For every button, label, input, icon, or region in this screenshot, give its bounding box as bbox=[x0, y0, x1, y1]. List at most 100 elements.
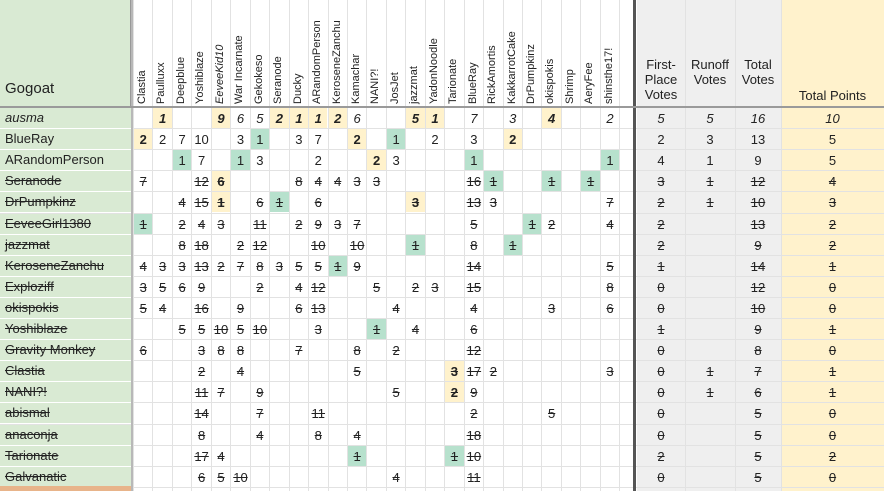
rank-cell[interactable]: 5 bbox=[295, 258, 303, 274]
runoff-votes-cell[interactable] bbox=[685, 277, 735, 297]
voter-header-clastia[interactable]: Clastia bbox=[136, 70, 148, 104]
rank-cell[interactable]: 3 bbox=[236, 132, 245, 148]
rank-cell[interactable]: 7 bbox=[139, 174, 147, 190]
rank-cell[interactable]: 7 bbox=[353, 216, 361, 232]
rank-cell[interactable]: 5 bbox=[353, 364, 361, 380]
rank-cell[interactable]: 1 bbox=[600, 150, 620, 171]
rank-cell[interactable]: 3 bbox=[314, 322, 322, 337]
rank-cell[interactable]: 2 bbox=[256, 279, 264, 295]
rank-cell[interactable]: 9 bbox=[353, 258, 361, 274]
rank-cell[interactable]: 5 bbox=[159, 279, 167, 295]
rank-cell[interactable]: 18 bbox=[194, 237, 209, 253]
rank-cell[interactable]: 6 bbox=[314, 195, 322, 211]
rank-cell[interactable]: 1 bbox=[425, 108, 445, 129]
runoff-votes-cell[interactable] bbox=[685, 319, 735, 339]
rank-cell[interactable]: 7 bbox=[256, 406, 264, 422]
runoff-votes-cell[interactable]: 1 bbox=[706, 153, 714, 169]
rank-cell[interactable]: 4 bbox=[256, 427, 264, 443]
rank-cell[interactable]: 3 bbox=[178, 258, 186, 274]
rank-cell[interactable]: 1 bbox=[542, 171, 561, 192]
rank-cell[interactable]: 2 bbox=[236, 237, 245, 253]
rank-cell[interactable]: 8 bbox=[178, 237, 186, 253]
rank-cell[interactable]: 5 bbox=[548, 406, 556, 422]
rank-cell[interactable]: 12 bbox=[194, 174, 209, 190]
total-points-cell[interactable]: 0 bbox=[828, 300, 837, 316]
voter-header-kakkarrotcake[interactable]: KakkarrotCake bbox=[505, 31, 518, 104]
voter-header-ducky[interactable]: Ducky bbox=[291, 73, 304, 104]
rank-cell[interactable]: 5 bbox=[392, 385, 400, 401]
voter-header-shrimp[interactable]: Shrimp bbox=[563, 69, 576, 104]
rank-cell[interactable]: 13 bbox=[466, 195, 482, 211]
total-votes-cell[interactable]: 5 bbox=[754, 427, 762, 443]
rank-cell[interactable]: 7 bbox=[217, 385, 225, 401]
rank-cell[interactable]: 4 bbox=[159, 300, 167, 316]
first-place-votes-cell[interactable]: 2 bbox=[657, 132, 665, 148]
candidate-name-gravity-monkey[interactable]: Gravity Monkey bbox=[0, 340, 131, 362]
total-votes-cell[interactable]: 9 bbox=[754, 322, 762, 337]
first-place-votes-cell[interactable]: 0 bbox=[657, 343, 665, 359]
voter-header-yadonnoodle[interactable]: YadonNoodle bbox=[427, 38, 440, 104]
rank-cell[interactable]: 13 bbox=[311, 300, 326, 316]
total-points-cell[interactable]: 0 bbox=[828, 469, 837, 485]
summary-header-total-votes[interactable]: Total Votes bbox=[741, 57, 775, 87]
voter-header-jazzmat[interactable]: jazzmat bbox=[408, 66, 421, 104]
rank-cell[interactable]: 17 bbox=[194, 448, 209, 464]
rank-cell[interactable]: 1 bbox=[523, 213, 542, 234]
rank-cell[interactable]: 1 bbox=[386, 129, 406, 150]
total-points-cell[interactable]: 5 bbox=[828, 153, 837, 169]
first-place-votes-cell[interactable]: 0 bbox=[657, 469, 665, 485]
rank-cell[interactable]: 7 bbox=[236, 258, 245, 274]
rank-cell[interactable]: 1 bbox=[464, 150, 484, 171]
voter-header-drpumpkinz[interactable]: DrPumpkinz bbox=[525, 44, 537, 104]
runoff-votes-cell[interactable]: 1 bbox=[706, 195, 714, 211]
rank-cell[interactable]: 15 bbox=[194, 195, 209, 211]
rank-cell[interactable]: 9 bbox=[256, 385, 264, 401]
first-place-votes-cell[interactable]: 0 bbox=[657, 300, 665, 316]
rank-cell[interactable]: 5 bbox=[236, 322, 245, 337]
runoff-votes-cell[interactable]: 3 bbox=[706, 132, 714, 148]
candidate-name-anaconja[interactable]: anaconja bbox=[0, 424, 131, 446]
rank-cell[interactable]: 9 bbox=[197, 279, 206, 295]
rank-cell[interactable]: 2 bbox=[197, 364, 206, 380]
rank-cell[interactable]: 8 bbox=[470, 237, 478, 253]
rank-cell[interactable]: 9 bbox=[470, 385, 478, 401]
candidate-name-yoshiblaze[interactable]: Yoshiblaze bbox=[0, 319, 131, 341]
rank-cell[interactable]: 10 bbox=[194, 132, 209, 148]
rank-cell[interactable]: 3 bbox=[256, 153, 264, 169]
total-points-cell[interactable]: 2 bbox=[828, 237, 837, 253]
rank-cell[interactable]: 12 bbox=[252, 237, 268, 253]
total-points-cell[interactable]: 5 bbox=[828, 132, 837, 148]
rank-cell[interactable]: 2 bbox=[217, 258, 225, 274]
candidate-name-jazzmat[interactable]: jazzmat bbox=[0, 234, 131, 256]
voter-header-aeryfee[interactable]: AeryFee bbox=[583, 62, 596, 104]
rank-cell[interactable]: 8 bbox=[606, 279, 614, 295]
candidate-name-clastia[interactable]: Clastia bbox=[0, 361, 131, 383]
first-place-votes-cell[interactable]: 0 bbox=[657, 364, 665, 380]
rank-cell[interactable]: 8 bbox=[295, 174, 303, 190]
rank-cell[interactable]: 6 bbox=[470, 322, 478, 337]
rank-cell[interactable]: 3 bbox=[197, 343, 206, 359]
total-points-cell[interactable]: 2 bbox=[828, 216, 837, 232]
rank-cell[interactable]: 3 bbox=[217, 216, 225, 232]
rank-cell[interactable]: 6 bbox=[256, 195, 264, 211]
total-votes-cell[interactable]: 10 bbox=[750, 195, 766, 211]
rank-cell[interactable]: 7 bbox=[178, 132, 186, 148]
rank-cell[interactable]: 8 bbox=[353, 343, 361, 359]
total-points-cell[interactable]: 10 bbox=[825, 111, 840, 126]
voter-header-okispokis[interactable]: okispokis bbox=[544, 58, 557, 104]
voter-header-tarionate[interactable]: Tarionate bbox=[447, 58, 460, 104]
candidate-name-galvanatic[interactable]: Galvanatic bbox=[0, 466, 131, 488]
rank-cell[interactable]: 2 bbox=[178, 216, 186, 232]
rank-cell[interactable]: 17 bbox=[466, 364, 482, 380]
total-votes-cell[interactable]: 12 bbox=[750, 279, 766, 295]
rank-cell[interactable]: 4 bbox=[178, 195, 186, 211]
rank-cell[interactable]: 1 bbox=[503, 234, 522, 255]
total-votes-cell[interactable]: 12 bbox=[750, 174, 766, 190]
rank-cell[interactable]: 1 bbox=[328, 255, 347, 276]
rank-cell[interactable]: 6 bbox=[295, 300, 303, 316]
rank-cell[interactable]: 1 bbox=[309, 108, 328, 129]
voter-header-seranode[interactable]: Seranode bbox=[272, 56, 285, 104]
rank-cell[interactable]: 18 bbox=[466, 427, 482, 443]
rank-cell[interactable]: 3 bbox=[159, 258, 167, 274]
total-points-cell[interactable]: 0 bbox=[828, 406, 837, 422]
